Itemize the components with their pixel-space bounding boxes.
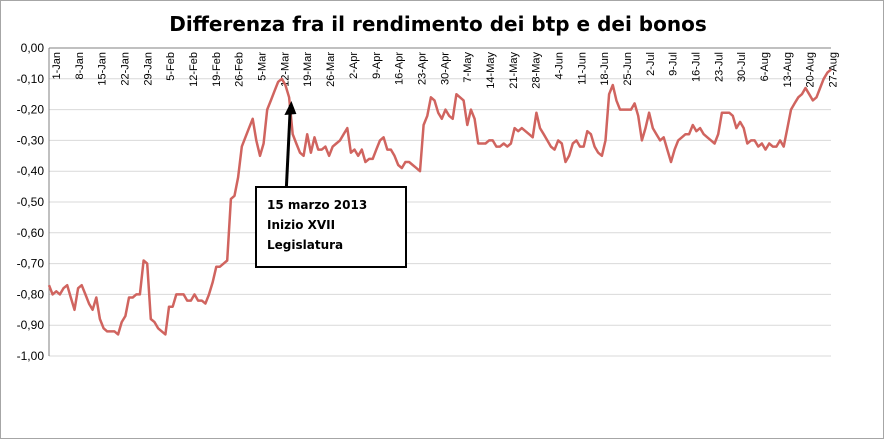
x-tick-label: 25-Jun — [622, 52, 634, 86]
x-tick-label: 8-Jan — [74, 52, 86, 80]
x-axis-ticks: 1-Jan 8-Jan 15-Jan 22-Jan 29-Jan 5-Feb 12-Feb 1… — [51, 52, 840, 89]
x-tick-label: 9-Apr — [371, 52, 383, 79]
x-tick-label: 15-Jan — [97, 52, 109, 86]
x-tick-label: 4-Jun — [553, 52, 565, 80]
x-tick-label: 27-Aug — [828, 52, 840, 87]
x-tick-label: 16-Apr — [394, 52, 406, 85]
x-tick-label: 29-Jan — [142, 52, 154, 86]
x-tick-label: 21-May — [508, 52, 520, 89]
x-tick-label: 30-Jul — [736, 52, 748, 82]
x-tick-label: 5-Mar — [257, 52, 269, 81]
x-tick-label: 23-Apr — [416, 52, 428, 85]
y-tick-label: -0,10 — [17, 72, 45, 86]
annotation-box — [255, 186, 407, 268]
x-tick-label: 5-Feb — [165, 52, 177, 81]
y-tick-label: 0,00 — [21, 41, 45, 55]
x-tick-label: 26-Feb — [234, 52, 246, 87]
x-tick-label: 23-Jul — [713, 52, 725, 82]
x-tick-label: 12-Mar — [279, 52, 291, 87]
y-tick-label: -0,40 — [17, 164, 45, 178]
annotation-text-line: Legislatura — [267, 238, 343, 252]
x-tick-label: 2-Jul — [645, 52, 657, 76]
y-tick-label: -0,90 — [17, 318, 45, 332]
y-tick-label: -0,30 — [17, 133, 45, 147]
x-tick-label: 14-May — [485, 52, 497, 89]
x-tick-label: 30-Apr — [439, 52, 451, 85]
x-tick-label: 22-Jan — [120, 52, 132, 86]
x-tick-label: 6-Aug — [759, 52, 771, 81]
y-tick-label: -0,20 — [17, 103, 45, 117]
y-axis-ticks: 0,00 -0,10 -0,20 -0,30 -0,40 -0,50 -0,60 -0,70 -… — [17, 41, 45, 363]
x-tick-label: 13-Aug — [782, 52, 794, 87]
y-tick-label: -0,80 — [17, 287, 45, 301]
series-layer — [47, 68, 832, 336]
annotation: 15 marzo 2013 Inizio XVII Legislatura — [255, 101, 407, 268]
annotation-text-line: 15 marzo 2013 — [267, 198, 367, 212]
x-tick-label: 19-Mar — [302, 52, 314, 87]
x-tick-label: 26-Mar — [325, 52, 337, 87]
x-tick-label: 7-May — [462, 52, 474, 83]
x-tick-label: 16-Jul — [691, 52, 703, 82]
y-tick-label: -0,50 — [17, 195, 45, 209]
chart-title: Differenza fra il rendimento dei btp e d… — [169, 12, 706, 36]
y-tick-label: -0,70 — [17, 257, 45, 271]
x-tick-label: 18-Jun — [599, 52, 611, 86]
y-tick-label: -1,00 — [17, 349, 45, 363]
x-tick-label: 28-May — [531, 52, 543, 89]
x-tick-label: 12-Feb — [188, 52, 200, 87]
x-tick-label: 19-Feb — [211, 52, 223, 87]
series-line — [47, 68, 832, 336]
x-tick-label: 1-Jan — [51, 52, 63, 80]
x-tick-label: 20-Aug — [805, 52, 817, 87]
y-tick-label: -0,60 — [17, 226, 45, 240]
grid-layer — [48, 47, 831, 357]
x-tick-label: 9-Jul — [668, 52, 680, 76]
annotation-arrow-line — [284, 104, 292, 188]
annotation-text-line: Inizio XVII — [267, 218, 335, 232]
annotation-arrow-head — [284, 101, 297, 115]
x-tick-label: 11-Jun — [576, 52, 588, 85]
x-tick-label: 2-Apr — [348, 52, 360, 79]
